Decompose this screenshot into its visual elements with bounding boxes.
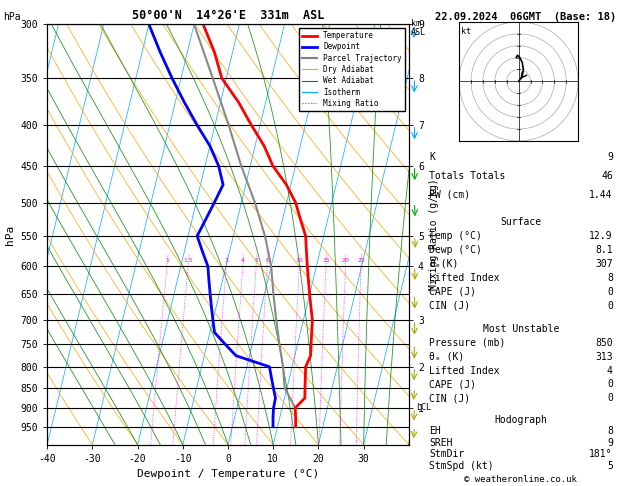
Text: 12.9: 12.9 xyxy=(589,231,613,241)
Text: θₑ(K): θₑ(K) xyxy=(430,259,459,269)
Text: 1.5: 1.5 xyxy=(184,259,193,263)
Text: 46: 46 xyxy=(601,171,613,181)
Text: 5: 5 xyxy=(607,461,613,471)
Text: K: K xyxy=(430,152,435,162)
Text: 8: 8 xyxy=(607,427,613,436)
Text: StmSpd (kt): StmSpd (kt) xyxy=(430,461,494,471)
X-axis label: Dewpoint / Temperature (°C): Dewpoint / Temperature (°C) xyxy=(137,469,319,479)
Text: 3: 3 xyxy=(225,259,228,263)
Text: km
ASL: km ASL xyxy=(411,19,426,37)
Text: 22.09.2024  06GMT  (Base: 18): 22.09.2024 06GMT (Base: 18) xyxy=(435,12,616,22)
Title: 50°00'N  14°26'E  331m  ASL: 50°00'N 14°26'E 331m ASL xyxy=(132,9,324,22)
Text: 25: 25 xyxy=(357,259,365,263)
Text: CAPE (J): CAPE (J) xyxy=(430,287,476,297)
Text: 4: 4 xyxy=(607,365,613,376)
Text: 313: 313 xyxy=(595,352,613,362)
Text: PW (cm): PW (cm) xyxy=(430,190,470,200)
Text: Hodograph: Hodograph xyxy=(494,415,548,425)
Text: EH: EH xyxy=(430,427,441,436)
Legend: Temperature, Dewpoint, Parcel Trajectory, Dry Adiabat, Wet Adiabat, Isotherm, Mi: Temperature, Dewpoint, Parcel Trajectory… xyxy=(299,28,405,111)
Text: CIN (J): CIN (J) xyxy=(430,301,470,311)
Text: © weatheronline.co.uk: © weatheronline.co.uk xyxy=(464,474,577,484)
Text: 4: 4 xyxy=(241,259,245,263)
Text: StmDir: StmDir xyxy=(430,450,465,459)
Text: 9: 9 xyxy=(607,438,613,448)
Y-axis label: Mixing Ratio (g/kg): Mixing Ratio (g/kg) xyxy=(430,179,439,290)
Text: 15: 15 xyxy=(322,259,330,263)
Text: 9: 9 xyxy=(607,152,613,162)
Text: kt: kt xyxy=(462,27,472,35)
Text: θₑ (K): θₑ (K) xyxy=(430,352,465,362)
Text: LCL: LCL xyxy=(416,403,431,413)
Text: 850: 850 xyxy=(595,338,613,348)
Text: Pressure (mb): Pressure (mb) xyxy=(430,338,506,348)
Text: 307: 307 xyxy=(595,259,613,269)
Text: 181°: 181° xyxy=(589,450,613,459)
Text: Dewp (°C): Dewp (°C) xyxy=(430,245,482,255)
Text: Lifted Index: Lifted Index xyxy=(430,365,500,376)
Text: 6: 6 xyxy=(265,259,269,263)
Text: Temp (°C): Temp (°C) xyxy=(430,231,482,241)
Text: 8: 8 xyxy=(607,273,613,283)
Text: CAPE (J): CAPE (J) xyxy=(430,380,476,389)
Text: 0: 0 xyxy=(607,393,613,403)
Text: Totals Totals: Totals Totals xyxy=(430,171,506,181)
Text: Most Unstable: Most Unstable xyxy=(483,324,559,334)
Text: Lifted Index: Lifted Index xyxy=(430,273,500,283)
Text: 0: 0 xyxy=(607,301,613,311)
Text: Surface: Surface xyxy=(501,217,542,227)
Text: 20: 20 xyxy=(342,259,350,263)
Text: 5: 5 xyxy=(254,259,259,263)
Text: CIN (J): CIN (J) xyxy=(430,393,470,403)
Text: SREH: SREH xyxy=(430,438,453,448)
Text: 1.44: 1.44 xyxy=(589,190,613,200)
Text: 8.1: 8.1 xyxy=(595,245,613,255)
Text: 0: 0 xyxy=(607,380,613,389)
Text: 10: 10 xyxy=(296,259,303,263)
Y-axis label: hPa: hPa xyxy=(5,225,15,244)
Text: 1: 1 xyxy=(165,259,169,263)
Text: 0: 0 xyxy=(607,287,613,297)
Text: hPa: hPa xyxy=(3,12,21,22)
